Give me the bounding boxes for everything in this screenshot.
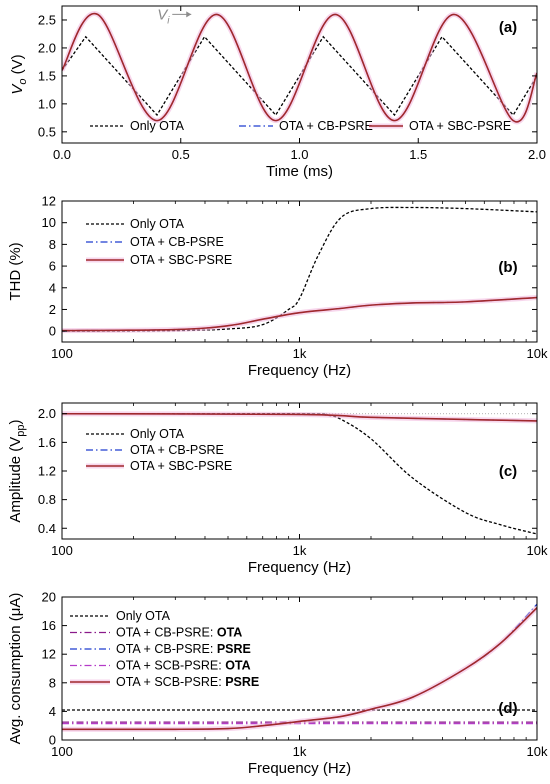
series-line bbox=[62, 412, 537, 422]
y-tick-label: 16 bbox=[42, 618, 56, 633]
series-line bbox=[62, 607, 537, 731]
legend-label: Only OTA bbox=[130, 217, 185, 231]
x-tick-label: 100 bbox=[51, 744, 73, 759]
y-tick-label: 12 bbox=[42, 647, 56, 662]
y-tick-label: 1.2 bbox=[38, 464, 56, 479]
y-tick-label: 2.5 bbox=[38, 12, 56, 27]
panel-label: (a) bbox=[499, 19, 517, 36]
y-tick-label: 1.0 bbox=[38, 96, 56, 111]
y-tick-label: 0 bbox=[49, 324, 56, 339]
x-tick-label: 0.5 bbox=[172, 147, 190, 162]
y-tick-label: 20 bbox=[42, 590, 56, 605]
x-tick-label: 10k bbox=[527, 346, 548, 361]
series-line bbox=[62, 296, 537, 332]
x-axis-label: Frequency (Hz) bbox=[248, 760, 351, 777]
panel-label: (d) bbox=[498, 700, 517, 717]
y-tick-label: 2 bbox=[49, 302, 56, 317]
panel-0: 0.0 0.5 1.0 1.5 2.0 0.5 1.0 1.5 2.0 2.5 Time (ms) V… bbox=[9, 5, 546, 180]
panel-2: 100 1k 10k 0.4 0.8 1.2 1.6 2.0 Frequency (Hz) Amp… bbox=[7, 402, 548, 576]
x-tick-label: 1k bbox=[293, 543, 307, 558]
legend-label: Only OTA bbox=[130, 427, 185, 441]
y-tick-label: 1.6 bbox=[38, 435, 56, 450]
series-line bbox=[62, 13, 537, 123]
legend-label: OTA + SCB-PSRE: PSRE bbox=[116, 675, 259, 689]
panel-1: 100 1k 10k 0 2 4 6 8 10 12 Frequency (Hz) THD (%) On… bbox=[7, 194, 548, 380]
y-axis-label: Vo (V) bbox=[9, 54, 29, 94]
x-tick-label: 100 bbox=[51, 543, 73, 558]
series-line bbox=[62, 35, 537, 117]
y-tick-label: 1.5 bbox=[38, 68, 56, 83]
y-tick-label: 0.5 bbox=[38, 124, 56, 139]
y-axis-label: Amplitude (Vpp) bbox=[7, 419, 27, 522]
x-tick-label: 10k bbox=[527, 543, 548, 558]
y-tick-label: 0.8 bbox=[38, 492, 56, 507]
series-halo bbox=[62, 11, 537, 125]
y-tick-label: 6 bbox=[49, 259, 56, 274]
x-tick-label: 1.5 bbox=[409, 147, 427, 162]
legend-label: OTA + CB-PSRE bbox=[130, 443, 224, 457]
legend-label: OTA + SBC-PSRE bbox=[409, 119, 511, 133]
panel-3: 100 1k 10k 0 4 8 12 16 20 Frequency (Hz) Avg. cons… bbox=[7, 590, 548, 778]
legend-label: Only OTA bbox=[116, 609, 171, 623]
x-tick-label: 10k bbox=[527, 744, 548, 759]
x-tick-label: 1k bbox=[293, 346, 307, 361]
legend-label: OTA + SBC-PSRE bbox=[130, 459, 232, 473]
vi-annotation: Vi bbox=[157, 6, 170, 26]
y-tick-label: 0.4 bbox=[38, 521, 56, 536]
y-tick-label: 2.0 bbox=[38, 40, 56, 55]
x-tick-label: 1.0 bbox=[290, 147, 308, 162]
legend-label: OTA + CB-PSRE: OTA bbox=[116, 626, 242, 640]
series-line bbox=[62, 12, 537, 123]
y-axis-label: Avg. consumption (μA) bbox=[7, 593, 24, 745]
y-tick-label: 8 bbox=[49, 675, 56, 690]
y-tick-label: 12 bbox=[42, 194, 56, 209]
y-tick-label: 2.0 bbox=[38, 406, 56, 421]
y-axis-label: THD (%) bbox=[7, 242, 24, 300]
panel-label: (b) bbox=[498, 259, 517, 276]
legend-label: OTA + CB-PSRE bbox=[130, 235, 224, 249]
legend-label: OTA + SBC-PSRE bbox=[130, 253, 232, 267]
x-tick-label: 100 bbox=[51, 346, 73, 361]
x-tick-label: 2.0 bbox=[528, 147, 546, 162]
series-line bbox=[62, 412, 537, 535]
x-axis-label: Frequency (Hz) bbox=[248, 559, 351, 576]
legend-label: OTA + CB-PSRE: PSRE bbox=[116, 642, 251, 656]
x-tick-label: 0.0 bbox=[53, 147, 71, 162]
panel-label: (c) bbox=[499, 463, 517, 480]
x-axis-label: Time (ms) bbox=[266, 163, 333, 180]
y-tick-label: 4 bbox=[49, 704, 56, 719]
y-tick-label: 4 bbox=[49, 280, 56, 295]
vi-arrow-head bbox=[186, 11, 192, 18]
legend-label: OTA + CB-PSRE bbox=[279, 119, 373, 133]
x-tick-label: 1k bbox=[293, 744, 307, 759]
y-tick-label: 0 bbox=[49, 733, 56, 748]
legend-label: OTA + SCB-PSRE: OTA bbox=[116, 659, 251, 673]
x-axis-label: Frequency (Hz) bbox=[248, 362, 351, 379]
y-tick-label: 10 bbox=[42, 215, 56, 230]
y-tick-label: 8 bbox=[49, 237, 56, 252]
legend-label: Only OTA bbox=[130, 119, 185, 133]
